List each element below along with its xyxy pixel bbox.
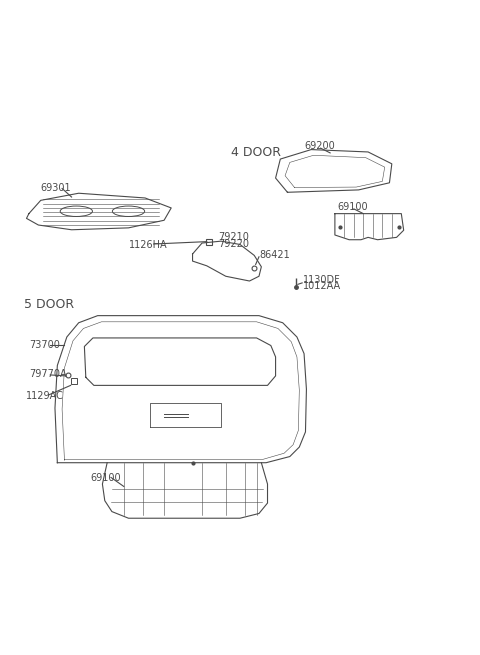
Text: 69301: 69301 [41, 183, 72, 193]
Text: 4 DOOR: 4 DOOR [230, 147, 280, 159]
Text: 79220: 79220 [219, 238, 250, 248]
Text: 73700: 73700 [29, 339, 60, 350]
Text: 1129AC: 1129AC [25, 391, 63, 402]
Text: 69100: 69100 [337, 202, 368, 212]
Text: 79210: 79210 [219, 233, 250, 242]
Text: 1012AA: 1012AA [303, 281, 341, 291]
Text: 69200: 69200 [304, 141, 335, 151]
Text: 86421: 86421 [259, 250, 290, 261]
Text: 79770A: 79770A [29, 369, 67, 379]
Text: 1126HA: 1126HA [129, 240, 167, 250]
Text: 5 DOOR: 5 DOOR [24, 298, 74, 311]
Text: 1130DF: 1130DF [303, 275, 341, 285]
Text: 69100: 69100 [91, 474, 121, 483]
